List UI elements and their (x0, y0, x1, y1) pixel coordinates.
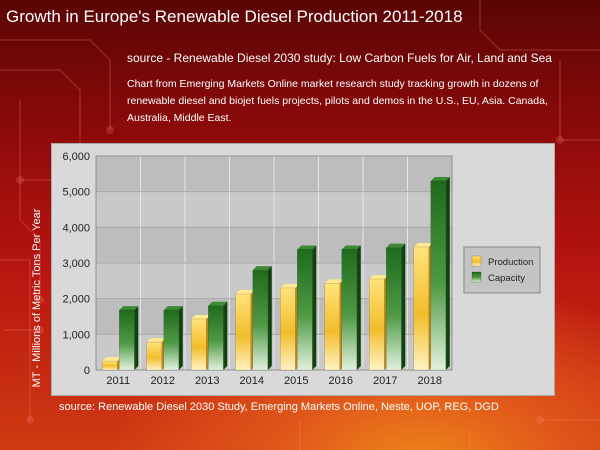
capacity-bar-2015-side (312, 245, 317, 370)
y-axis-label-text: MT - Millions of Metric Tons Per Year (31, 208, 43, 388)
x-tick-label: 2015 (284, 375, 308, 387)
production-bar-2016 (324, 283, 340, 371)
capacity-bar-2016-side (356, 245, 361, 370)
capacity-bar-2012-side (178, 306, 183, 370)
capacity-bar-2016 (341, 249, 357, 371)
production-bar-2014 (235, 293, 251, 371)
y-tick-label: 5,000 (62, 187, 90, 199)
legend-label-capacity: Capacity (488, 273, 525, 284)
capacity-bar-2012 (163, 309, 179, 371)
capacity-bar-2018 (430, 180, 446, 371)
production-bar-2018-top (413, 242, 433, 247)
legend-box (463, 246, 541, 294)
x-tick-label: 2016 (329, 375, 353, 387)
production-bar-2012 (146, 341, 162, 371)
y-tick-label: 4,000 (62, 222, 90, 234)
plot-area-border (95, 155, 453, 371)
production-bar-2011-top (102, 357, 122, 362)
capacity-bar-2018-top (430, 176, 450, 181)
production-bar-2011 (102, 360, 118, 371)
y-tick-label: 1,000 (62, 329, 90, 341)
x-tick-label: 2013 (195, 375, 219, 387)
capacity-bar-2017-side (401, 243, 406, 370)
page-title: Growth in Europe's Renewable Diesel Prod… (6, 7, 463, 26)
x-tick-label: 2014 (240, 375, 264, 387)
capacity-bar-2011-side (134, 306, 139, 370)
capacity-bar-2013 (208, 305, 224, 371)
production-bar-2017-top (369, 275, 389, 280)
production-bar-2013-top (191, 314, 211, 319)
x-tick-label: 2017 (373, 375, 397, 387)
capacity-bar-2011-top (119, 306, 139, 311)
production-bar-2015-top (280, 283, 300, 288)
capacity-bar-2013-side (223, 301, 228, 370)
legend-swatch-capacity (471, 271, 482, 283)
legend-swatch-production (471, 255, 482, 267)
capacity-bar-2016-top (341, 245, 361, 250)
x-tick-label: 2011 (106, 375, 130, 387)
production-bar-2014-top (235, 290, 255, 295)
legend-label-production: Production (488, 257, 533, 268)
capacity-bar-2017 (386, 247, 402, 371)
capacity-bar-2014 (252, 269, 268, 371)
y-tick-label: 2,000 (62, 294, 90, 306)
x-tick-label: 2012 (151, 375, 175, 387)
y-tick-label: 6,000 (62, 151, 90, 163)
chart-description: Chart from Emerging Markets Online marke… (127, 78, 548, 124)
capacity-bar-2015-top (297, 245, 317, 250)
production-bar-2018 (413, 246, 429, 371)
capacity-bar-2011 (119, 309, 135, 371)
production-bar-2015 (280, 287, 296, 371)
production-bar-2017 (369, 278, 385, 371)
capacity-bar-2012-top (163, 306, 183, 311)
capacity-bar-2017-top (386, 243, 406, 248)
capacity-bar-2015 (297, 249, 313, 371)
capacity-bar-2013-top (208, 301, 228, 306)
capacity-bar-2014-side (267, 266, 272, 370)
production-bar-2013 (191, 318, 207, 371)
production-bar-2016-top (324, 279, 344, 284)
capacity-bar-2018-side (445, 176, 450, 370)
production-bar-2012-top (146, 338, 166, 343)
y-tick-label: 0 (84, 365, 90, 377)
footer-source: source: Renewable Diesel 2030 Study, Eme… (59, 401, 499, 413)
capacity-bar-2014-top (252, 266, 272, 271)
study-source-line: source - Renewable Diesel 2030 study: Lo… (127, 51, 552, 65)
x-tick-label: 2018 (418, 375, 442, 387)
y-tick-label: 3,000 (62, 258, 90, 270)
